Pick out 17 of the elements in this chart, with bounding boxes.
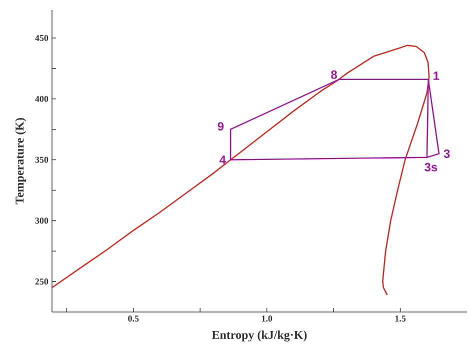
y-axis-title: Temperature (K) bbox=[15, 118, 26, 204]
annotation: 1 bbox=[434, 72, 440, 80]
annotation: 8 bbox=[331, 70, 337, 79]
y-tick-label: 300 bbox=[35, 218, 48, 224]
x-tick-label: 1.0 bbox=[262, 316, 272, 322]
annotation: 9 bbox=[218, 122, 224, 131]
annotation: 3s bbox=[424, 162, 438, 172]
y-tick-label: 250 bbox=[35, 278, 48, 285]
y-tick-label: 400 bbox=[35, 96, 48, 102]
x-tick-label: 1.5 bbox=[395, 316, 406, 322]
x-axis-title: Entropy (kJ/kg·K) bbox=[212, 330, 307, 342]
y-tick-label: 350 bbox=[35, 156, 48, 163]
annotation: 3 bbox=[444, 149, 450, 158]
annotation: 4 bbox=[220, 156, 226, 164]
x-tick-label: 0.5 bbox=[128, 316, 139, 322]
y-tick-label: 450 bbox=[35, 34, 48, 42]
line-series bbox=[230, 78, 440, 160]
